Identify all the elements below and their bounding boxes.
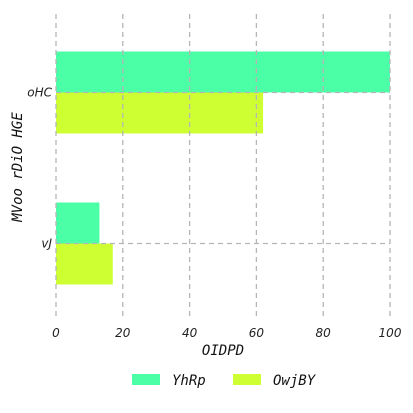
y-axis-title: MVoo rDiO HGE	[10, 112, 26, 223]
y-tick-labels: oHC vJ	[27, 86, 52, 251]
bar	[56, 51, 390, 93]
x-tick-label: 60	[249, 326, 265, 340]
bars	[56, 51, 390, 285]
legend-swatch	[233, 374, 261, 385]
legend-swatch	[132, 374, 160, 385]
bar	[56, 202, 100, 244]
grid-lines	[55, 14, 391, 316]
bar	[56, 243, 113, 285]
y-tick-label: vJ	[41, 237, 52, 251]
bar	[56, 92, 264, 134]
x-tick-label: 0	[52, 326, 60, 340]
x-axis-title: OIDPD	[202, 343, 244, 359]
legend-label: OwjBY	[273, 373, 317, 389]
legend-label: YhRp	[172, 373, 206, 389]
y-tick-label: oHC	[27, 86, 52, 100]
x-tick-label: 100	[379, 326, 402, 340]
x-tick-label: 40	[182, 326, 198, 340]
x-tick-labels: 0 20 40 60 80 100	[52, 326, 402, 340]
legend: YhRp OwjBY	[132, 373, 317, 389]
x-tick-label: 20	[115, 326, 131, 340]
x-tick-label: 80	[316, 326, 332, 340]
